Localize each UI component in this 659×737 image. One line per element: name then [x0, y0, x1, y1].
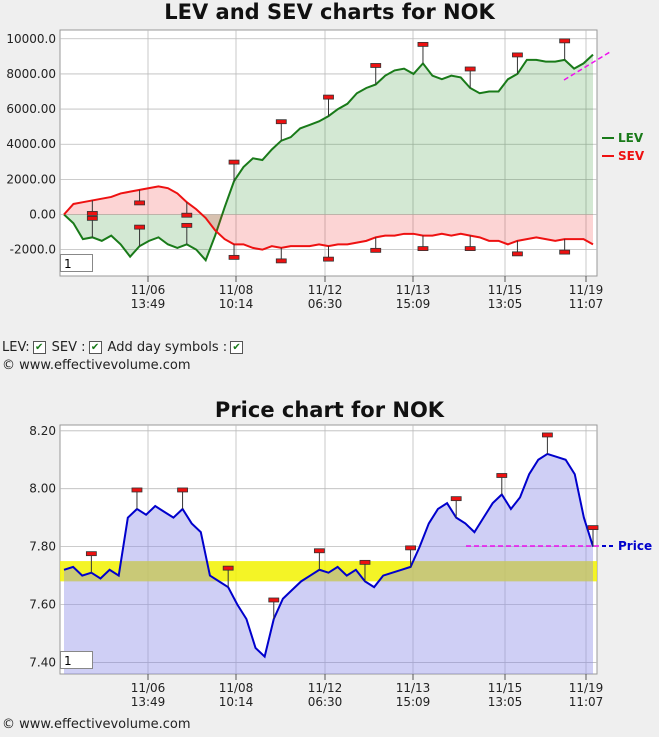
x-tick-label: 06:30 [308, 297, 343, 311]
day-marker [134, 224, 145, 230]
day-marker [86, 215, 98, 221]
lev-zoom-input[interactable]: 1 [60, 254, 93, 272]
day-symbols-checkbox[interactable]: ✔ [230, 341, 244, 354]
day-marker [323, 256, 334, 262]
x-tick-label: 11:07 [569, 695, 604, 709]
day-marker [559, 249, 571, 255]
y-tick-label: 6000.00 [6, 102, 56, 116]
lev-area [64, 54, 593, 261]
day-marker [86, 211, 98, 216]
sev-legend-label: SEV [618, 149, 645, 163]
day-marker [222, 565, 234, 571]
y-tick-label: 8.20 [29, 424, 56, 438]
x-tick-label: 11/08 [219, 283, 254, 297]
y-tick-label: 7.40 [29, 655, 56, 669]
x-tick-label: 11/15 [488, 283, 523, 297]
x-tick-label: 11/12 [308, 283, 343, 297]
lev-chart-title: LEV and SEV charts for NOK [164, 0, 495, 24]
price-zoom-input[interactable]: 1 [60, 651, 93, 669]
day-marker [268, 597, 280, 603]
day-marker [85, 551, 97, 557]
chart-options: LEV: ✔ SEV : ✔ Add day symbols : ✔ [2, 340, 246, 355]
trend-line [563, 51, 611, 81]
x-tick-label: 11/19 [569, 283, 604, 297]
y-tick-label: 2000.00 [6, 172, 56, 186]
day-marker [512, 251, 523, 257]
x-tick-label: 15:09 [396, 297, 431, 311]
x-tick-label: 11/13 [396, 283, 431, 297]
day-marker [181, 222, 193, 228]
day-marker [228, 159, 240, 165]
plot-area [59, 29, 598, 277]
copyright-bottom[interactable]: © www.effectivevolume.com [2, 717, 191, 732]
y-tick-label: 10000.0 [6, 32, 56, 46]
price-band [60, 561, 597, 582]
day-marker [370, 63, 382, 68]
x-tick-label: 10:14 [219, 297, 254, 311]
day-marker [450, 496, 462, 502]
day-symbols-checkbox-label: Add day symbols : [107, 340, 228, 355]
day-marker [417, 41, 429, 47]
day-marker [228, 254, 240, 260]
x-tick-label: 13:05 [488, 297, 523, 311]
copyright-top[interactable]: © www.effectivevolume.com [2, 358, 191, 373]
x-tick-label: 11/19 [569, 681, 604, 695]
lev-checkbox[interactable]: ✔ [32, 341, 46, 354]
day-marker [177, 487, 188, 493]
lev-legend-label: LEV [618, 131, 644, 145]
x-tick-label: 13:49 [131, 695, 166, 709]
x-tick-label: 13:49 [131, 297, 166, 311]
day-marker [275, 258, 287, 264]
day-marker [313, 548, 325, 554]
day-marker [512, 52, 523, 58]
day-marker [559, 38, 571, 44]
x-tick-label: 11:07 [569, 297, 604, 311]
x-tick-label: 11/13 [396, 681, 431, 695]
price-line [63, 452, 594, 659]
day-marker [134, 200, 145, 206]
x-tick-label: 10:14 [219, 695, 254, 709]
day-marker [496, 473, 508, 478]
day-marker [587, 525, 599, 531]
plot-area [59, 424, 598, 675]
day-marker [323, 94, 334, 100]
day-marker [370, 247, 382, 253]
lev-checkbox-label: LEV: [2, 340, 30, 355]
price-chart-title: Price chart for NOK [214, 398, 445, 422]
x-tick-label: 11/06 [131, 681, 166, 695]
day-marker [405, 545, 416, 551]
x-tick-label: 11/15 [488, 681, 523, 695]
y-tick-label: 8000.00 [6, 67, 56, 81]
x-tick-label: 06:30 [308, 695, 343, 709]
day-marker [131, 487, 143, 493]
day-marker [541, 432, 553, 438]
day-marker [464, 66, 476, 72]
day-marker [275, 119, 287, 125]
x-tick-label: 15:09 [396, 695, 431, 709]
price-area [64, 453, 593, 674]
price-legend-label: Price [618, 539, 652, 553]
y-tick-label: 7.60 [29, 598, 56, 612]
sev-checkbox-label: SEV : [51, 340, 86, 355]
day-marker [464, 246, 476, 251]
y-tick-label: 8.00 [29, 482, 56, 496]
sev-checkbox[interactable]: ✔ [88, 341, 102, 354]
y-tick-label: 0.00 [29, 208, 56, 222]
y-tick-label: -2000.0 [10, 243, 56, 257]
day-marker [359, 559, 371, 565]
x-tick-label: 11/06 [131, 283, 166, 297]
x-tick-label: 11/12 [308, 681, 343, 695]
y-tick-label: 7.80 [29, 540, 56, 554]
day-marker [181, 212, 193, 218]
x-tick-label: 11/08 [219, 681, 254, 695]
x-tick-label: 13:05 [488, 695, 523, 709]
day-marker [417, 246, 429, 251]
y-tick-label: 4000.00 [6, 137, 56, 151]
